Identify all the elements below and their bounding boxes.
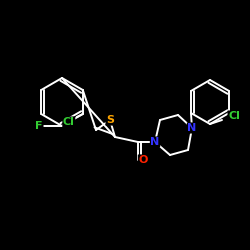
Text: N: N: [188, 123, 196, 133]
Text: N: N: [150, 137, 160, 147]
Text: O: O: [138, 155, 148, 165]
Text: S: S: [106, 115, 114, 125]
Text: F: F: [35, 121, 43, 131]
Text: Cl: Cl: [228, 111, 240, 121]
Text: Cl: Cl: [63, 117, 75, 127]
